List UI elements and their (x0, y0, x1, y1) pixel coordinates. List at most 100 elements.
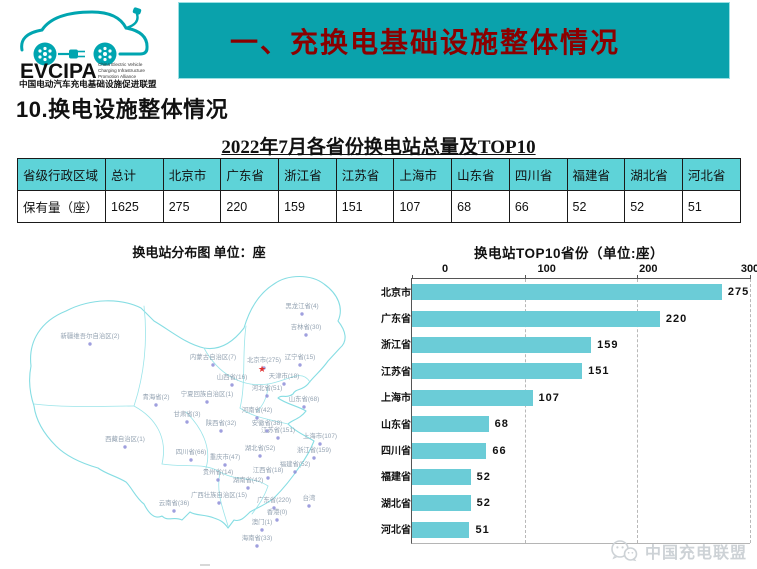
table-header-cell: 湖北省 (624, 158, 683, 191)
table-cell: 52 (624, 190, 683, 223)
map-province-label: 广东省(220) (257, 495, 291, 504)
plug-head-icon (132, 7, 142, 15)
banner-title: 一、充换电基础设施整体情况 (230, 27, 621, 59)
map-province-label: 陕西省(32) (206, 418, 237, 427)
bar-row: 151 (412, 358, 750, 384)
map-province-dot (185, 420, 189, 424)
table-header-cell: 浙江省 (278, 158, 337, 191)
axis-tick-label: 300 (740, 263, 757, 275)
page-subheading: 10.换电设施整体情况 (16, 97, 229, 122)
watermark-text: 中国充电联盟 (644, 545, 747, 562)
map-province-label: 贵州省(14) (203, 467, 234, 476)
watermark: 中国充电联盟 (609, 539, 747, 563)
table-header-cell: 北京市 (162, 158, 222, 191)
axis-tick-label: 200 (639, 263, 658, 275)
gridline (637, 279, 639, 543)
map-province-label: 内蒙古自治区(7) (190, 352, 236, 361)
table-header-cell: 省级行政区域 (17, 158, 106, 191)
map-province-dot (307, 504, 311, 508)
bar-row: 220 (412, 305, 750, 331)
bar-value-label: 107 (538, 391, 560, 404)
map-province-label: 湖北省(52) (245, 443, 276, 452)
axis-tick-label: 0 (441, 263, 449, 275)
wechat-icon (611, 540, 638, 562)
map-province-label: 天津市(18) (269, 371, 300, 380)
chart-value-axis: 0 100 200 300 (441, 263, 757, 277)
bar (412, 310, 660, 327)
map-province-dot (123, 445, 127, 449)
wheel-icon (93, 42, 117, 66)
table-row: 保有量（座） 1625 275 220 159 151 107 68 66 52 52 51 (17, 190, 741, 223)
gridline (524, 279, 526, 543)
bar-value-label: 66 (492, 444, 507, 457)
table-header-cell: 四川省 (508, 158, 568, 191)
axis-tick-mark (412, 275, 413, 279)
map-province-label: 山西省(16) (217, 372, 248, 381)
table-cell: 51 (681, 190, 741, 223)
bar-category-label: 四川省 (381, 446, 411, 458)
map-province-dot (276, 436, 280, 440)
map-province-label: 福建省(52) (280, 459, 311, 468)
bar-category-label: 河北省 (381, 525, 411, 537)
bar (412, 336, 592, 353)
map-province-dot (189, 458, 193, 462)
bar-row: 51 (412, 517, 750, 543)
map-province-dot (88, 342, 92, 346)
map-province-dot (154, 403, 158, 407)
map-province-label: 云南省(36) (159, 498, 190, 507)
axis-tick-mark (637, 275, 639, 279)
map-province-dot (258, 454, 262, 458)
map-province-dot (275, 518, 279, 522)
map-province-label: 台湾 (303, 493, 316, 502)
bar (412, 468, 471, 485)
china-outline (29, 275, 346, 529)
brand-text: EVCIPA (20, 60, 97, 83)
bar (412, 521, 470, 538)
table-cell: 1625 (105, 190, 164, 223)
bar (412, 442, 487, 459)
map-province-dot (216, 478, 220, 482)
bar-value-label: 68 (494, 418, 509, 431)
bar-value-label: 52 (476, 497, 491, 510)
chart-plot-area: 0 100 200 300 275 220 159 151 107 68 66 52 52 51 (411, 263, 757, 544)
map-province-label: 香港(0) (267, 507, 288, 516)
table-header-cell: 江苏省 (335, 158, 395, 191)
table-cell: 275 (162, 190, 222, 223)
bar-category-label: 北京市 (381, 287, 411, 299)
bar-row: 52 (412, 490, 750, 516)
map-province-label: 江苏省(151) (261, 425, 295, 434)
map-province-dot (205, 400, 209, 404)
map-province-label: 河南省(42) (242, 405, 273, 414)
table-header-cell: 河北省 (681, 158, 741, 191)
map-province-label: 青海省(2) (143, 392, 170, 401)
map-province-label: 新疆维吾尔自治区(2) (61, 331, 120, 340)
map-province-dot (172, 509, 176, 513)
chart-title: 换电站TOP10省份（单位:座） (473, 246, 665, 261)
table-cell: 159 (278, 190, 337, 223)
gridline (750, 279, 751, 543)
map-province-label: 黑龙江省(4) (285, 301, 318, 310)
bar-row: 66 (412, 437, 750, 463)
table-cell: 220 (220, 190, 280, 223)
map-province-dot (302, 405, 306, 409)
bar-category-label: 湖北省 (381, 498, 411, 510)
map-province-label: 山东省(68) (289, 394, 320, 403)
bar (412, 389, 533, 406)
map-province-dot (230, 383, 234, 387)
axis-tick-mark (524, 275, 526, 279)
table-cell: 66 (508, 190, 568, 223)
map-province-dot (246, 486, 250, 490)
china-map: 黑龙江省(4) 吉林省(30) 辽宁省(15) 新疆维吾尔自治区(2) 内蒙古自治区(7… (29, 275, 346, 548)
table-header-cell: 山东省 (451, 158, 510, 191)
map-province-dot (293, 470, 297, 474)
bar-category-label: 上海市 (381, 393, 411, 405)
bar-category-label: 福建省 (381, 472, 411, 484)
map-province-dot (300, 312, 304, 316)
svg-text:Promotion Alliance: Promotion Alliance (98, 74, 136, 79)
top10-bar-chart: 换电站TOP10省份（单位:座） 北京市 广东省 浙江省 江苏省 上海市 山东省 四川省 福建… (378, 242, 757, 560)
map-title: 换电站分布图 单位：座 (132, 245, 266, 260)
map-province-label: 安徽省(38) (252, 418, 283, 427)
map-province-dot (211, 363, 215, 367)
bar-value-label: 275 (727, 286, 750, 299)
